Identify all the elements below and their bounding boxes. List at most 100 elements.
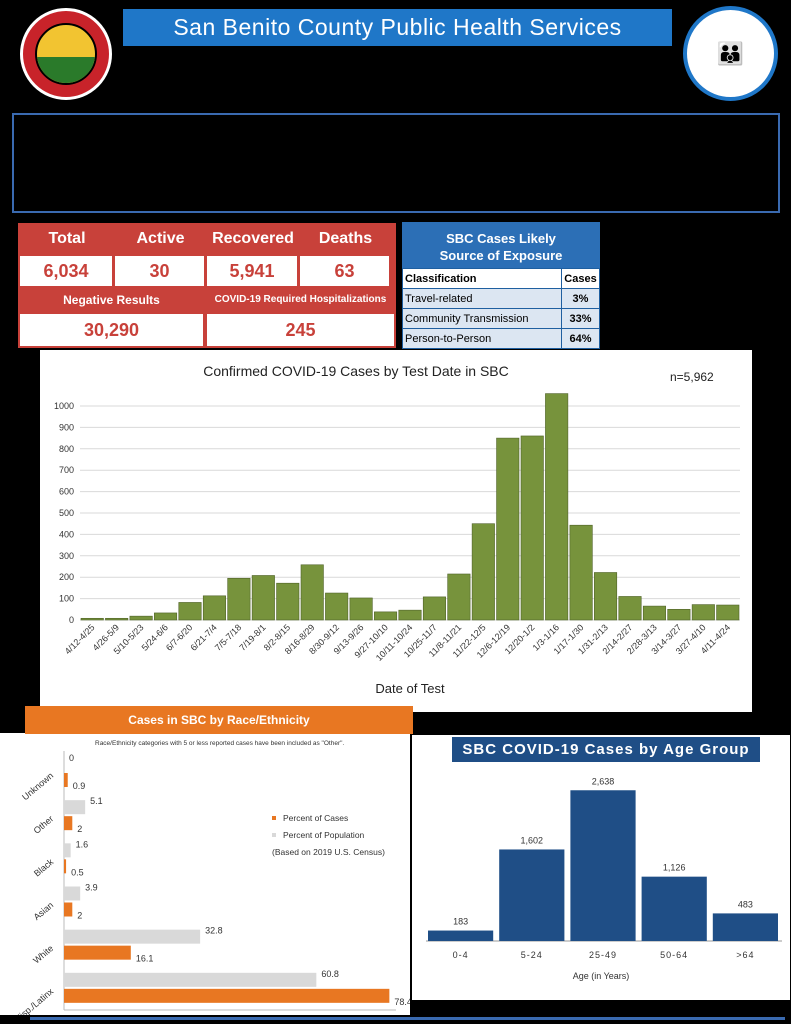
- data-label: 3.9: [85, 883, 98, 893]
- data-label: 0.5: [71, 867, 84, 877]
- category-label: Black: [32, 856, 56, 878]
- cases-by-date-chart: Confirmed COVID-19 Cases by Test Date in…: [40, 350, 752, 712]
- negative-value: 30,290: [20, 314, 203, 346]
- bar-population: [64, 929, 201, 944]
- legend-swatch-population: [272, 833, 276, 837]
- col-cases: Cases: [561, 268, 600, 289]
- bar: [349, 597, 373, 621]
- bar: [154, 612, 178, 621]
- bar: [80, 617, 104, 621]
- county-seal-logo: [20, 8, 112, 100]
- data-label: 1,126: [663, 863, 686, 873]
- race-chart: Race/Ethnicity categories with 5 or less…: [0, 733, 412, 1024]
- bar: [641, 876, 707, 941]
- footnote: Race/Ethnicity categories with 5 or less…: [95, 740, 344, 747]
- stat-label-total: Total: [48, 230, 86, 247]
- data-label: 483: [738, 899, 753, 909]
- notice-box: [12, 113, 780, 213]
- y-tick-label: 100: [59, 594, 74, 604]
- y-tick-label: 1000: [54, 401, 74, 411]
- bar: [569, 524, 593, 621]
- hospitalizations-label: COVID-19 Required Hospitalizations: [214, 294, 387, 305]
- legend-cases: Percent of Cases: [283, 813, 348, 823]
- bar: [178, 602, 202, 621]
- bar: [276, 582, 300, 621]
- exposure-row: Person-to-Person 64%: [402, 328, 600, 349]
- x-tick-label: 4/12-4/25: [63, 622, 97, 656]
- y-tick-label: 400: [59, 529, 74, 539]
- category-label: White: [31, 943, 55, 965]
- x-axis-label: Date of Test: [375, 681, 445, 696]
- data-label: 0: [69, 753, 74, 763]
- public-health-logo: 👪: [683, 6, 778, 101]
- data-label: 2,638: [592, 776, 615, 786]
- bar-population: [64, 843, 71, 858]
- y-tick-label: 300: [59, 551, 74, 561]
- bar-cases: [64, 816, 73, 831]
- bar: [642, 605, 666, 621]
- race-chart-title: Cases in SBC by Race/Ethnicity: [25, 706, 413, 734]
- data-label: 32.8: [205, 926, 223, 936]
- bar: [202, 595, 226, 621]
- data-label: 2: [77, 824, 82, 834]
- legend-population: Percent of Population: [283, 830, 365, 840]
- bar: [129, 615, 153, 621]
- category-label: Hisp./Latinx: [13, 986, 56, 1015]
- stat-label-deaths: Deaths: [318, 230, 373, 247]
- bar: [471, 523, 495, 621]
- bar-cases: [64, 773, 68, 787]
- y-tick-label: 900: [59, 422, 74, 432]
- exposure-name: Travel-related: [402, 288, 562, 309]
- x-tick-label: >64: [736, 950, 754, 960]
- bar: [667, 608, 691, 621]
- bar-cases: [64, 945, 131, 960]
- stats-panel: Total 6,034 Active 30 Recovered 5,941 Deaths 63…: [18, 223, 396, 348]
- bar: [422, 596, 446, 621]
- x-tick-label: 0-4: [453, 950, 469, 960]
- hospitalizations-value: 245: [207, 314, 394, 346]
- bar-cases: [64, 902, 73, 917]
- legend-swatch-cases: [272, 816, 276, 820]
- y-tick-label: 0: [69, 615, 74, 625]
- bar: [716, 604, 740, 621]
- bar: [251, 575, 275, 621]
- bar: [594, 572, 618, 621]
- y-tick-label: 700: [59, 465, 74, 475]
- data-label: 5.1: [90, 796, 103, 806]
- data-label: 1.6: [76, 839, 89, 849]
- exposure-row: Travel-related 3%: [402, 288, 600, 309]
- y-tick-label: 500: [59, 508, 74, 518]
- bar: [712, 913, 778, 941]
- exposure-table: SBC Cases Likely Source of Exposure Class…: [402, 222, 600, 349]
- age-chart: 183 0-4 1,602 5-24 2,638 25-49 1,126 50-64 483 >6…: [412, 735, 790, 1000]
- data-label: 0.9: [73, 781, 86, 791]
- data-label: 78.4: [394, 997, 410, 1007]
- data-label: 1,602: [521, 835, 544, 845]
- exposure-value: 3%: [561, 288, 600, 309]
- bar: [496, 437, 520, 621]
- bar-cases: [64, 859, 67, 874]
- bar: [545, 393, 569, 621]
- data-label: 16.1: [136, 954, 154, 964]
- category-label: Other: [32, 814, 56, 836]
- x-tick-label: 25-49: [589, 950, 617, 960]
- bar: [428, 930, 494, 941]
- category-label: Unknown: [20, 770, 55, 802]
- bar: [447, 573, 471, 621]
- bar-population: [64, 800, 86, 815]
- bar-population: [64, 886, 81, 901]
- data-label: 183: [453, 917, 468, 927]
- exposure-name: Community Transmission: [402, 308, 562, 329]
- data-label: 60.8: [321, 969, 339, 979]
- bar-cases: [64, 988, 390, 1003]
- y-tick-label: 200: [59, 572, 74, 582]
- stat-value-active: 30: [115, 256, 204, 286]
- page-title: San Benito County Public Health Services: [123, 9, 672, 46]
- exposure-title-1: SBC Cases Likely: [446, 231, 556, 246]
- bar: [618, 596, 642, 621]
- bar: [227, 577, 251, 621]
- stat-value-recovered: 5,941: [207, 256, 297, 286]
- stat-label-recovered: Recovered: [212, 230, 294, 247]
- bar: [398, 609, 422, 621]
- stat-value-total: 6,034: [20, 256, 112, 286]
